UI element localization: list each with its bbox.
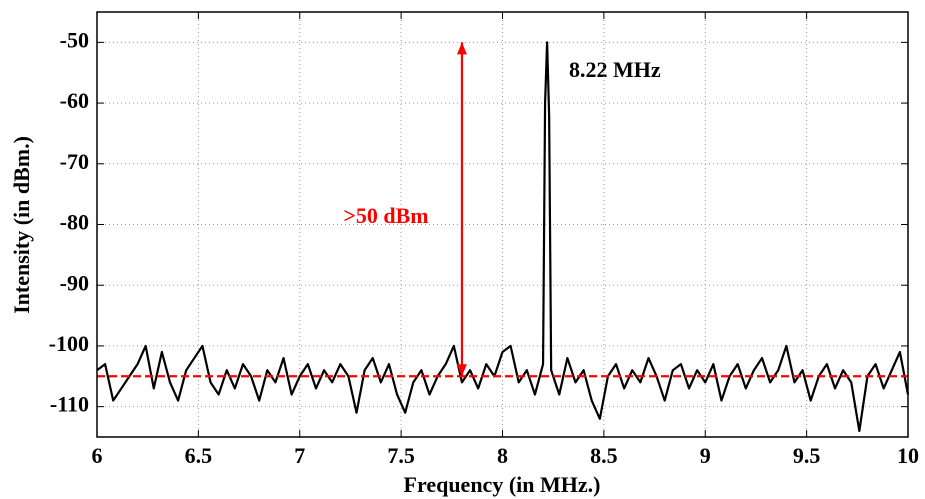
x-tick-label: 6.5 — [185, 443, 213, 468]
x-tick-label: 9 — [700, 443, 711, 468]
y-tick-label: -80 — [60, 210, 89, 235]
y-tick-label: -60 — [60, 88, 89, 113]
x-tick-label: 8.5 — [590, 443, 618, 468]
x-tick-label: 10 — [897, 443, 919, 468]
x-tick-label: 6 — [92, 443, 103, 468]
plot-frame — [96, 11, 909, 438]
peak-annotation: 8.22 MHz — [569, 57, 661, 82]
x-tick-label: 9.5 — [793, 443, 821, 468]
arrow-head — [456, 364, 467, 377]
y-tick-label: -50 — [60, 27, 89, 52]
y-tick-label: -110 — [50, 392, 89, 417]
x-axis-label: Frequency (in MHz.) — [404, 472, 601, 497]
y-axis-label: Intensity (in dBm.) — [9, 136, 34, 314]
arrow-head — [456, 42, 467, 55]
y-tick-label: -70 — [60, 149, 89, 174]
y-tick-label: -90 — [60, 270, 89, 295]
arrow-annotation: >50 dBm — [343, 203, 428, 228]
y-tick-label: -100 — [49, 331, 89, 356]
x-tick-label: 7.5 — [387, 443, 415, 468]
x-tick-label: 7 — [294, 443, 305, 468]
x-tick-label: 8 — [497, 443, 508, 468]
data-line — [96, 41, 910, 433]
